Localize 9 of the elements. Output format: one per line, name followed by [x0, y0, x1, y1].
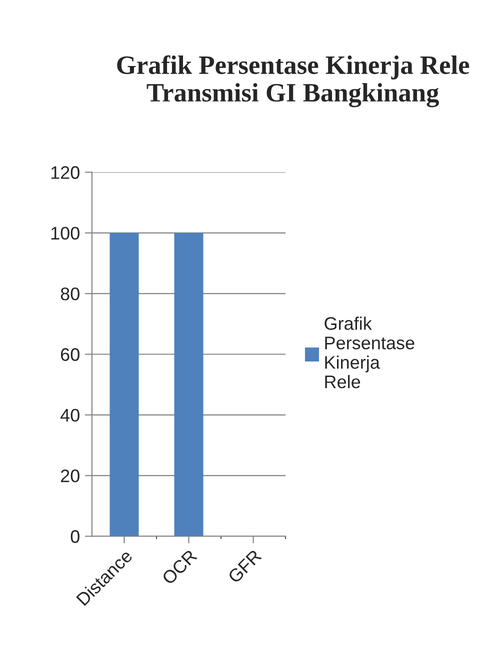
- y-tick-label: 40: [60, 408, 80, 422]
- chart-title: Grafik Persentase Kinerja Rele Transmisi GI Bangkinang: [117, 55, 470, 108]
- y-tick-label: 80: [60, 288, 80, 300]
- y-tick-label: 20: [60, 470, 80, 482]
- y-tick-label: 100: [51, 226, 80, 240]
- y-tick-label: 0: [70, 530, 80, 543]
- legend-label: Grafik Persentase Kinerja Rele: [324, 316, 414, 388]
- y-tick-label: 120: [51, 166, 80, 179]
- y-tick-label: 60: [60, 348, 80, 361]
